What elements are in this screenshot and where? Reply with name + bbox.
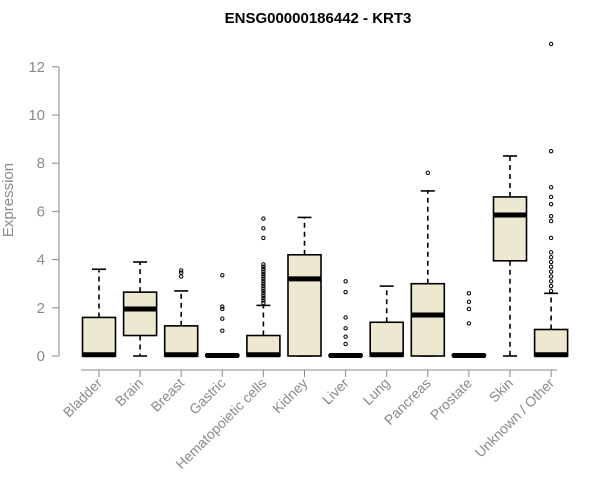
box-brain (122, 261, 158, 357)
y-tick-label: 10 (28, 107, 45, 124)
boxes-group (81, 41, 569, 359)
x-tick-label: Prostate (427, 375, 475, 423)
box-body (369, 321, 405, 357)
outlier-point (343, 334, 348, 339)
outlier-point (261, 264, 266, 270)
outlier-point (548, 250, 554, 255)
outlier-point (343, 315, 348, 320)
outlier-point (179, 268, 184, 273)
box-liver (328, 279, 363, 359)
y-tick-label: 0 (37, 348, 45, 365)
outlier-point (220, 304, 225, 309)
outlier-point (548, 41, 554, 47)
outlier-point (343, 289, 348, 295)
outlier-point (261, 283, 266, 289)
box-body (287, 253, 322, 357)
outlier-point (220, 316, 225, 321)
outlier-point (548, 194, 554, 200)
outlier-point (261, 298, 266, 303)
outlier-point (548, 218, 554, 224)
outlier-point (261, 274, 266, 279)
outlier-point (343, 326, 348, 331)
x-tick-label: Liver (319, 375, 352, 408)
outlier-point (220, 328, 225, 333)
box-body (163, 325, 199, 357)
outlier-point (261, 293, 266, 298)
x-tick-label: Bladder (60, 375, 106, 421)
outlier-point (343, 341, 348, 347)
outlier-point (261, 300, 266, 306)
outlier-point (261, 281, 266, 286)
outlier-point (548, 254, 554, 260)
x-tick-label: Breast (147, 375, 187, 415)
outlier-point (466, 291, 472, 296)
box-body (122, 291, 158, 337)
outlier-point (548, 185, 554, 190)
outlier-point (548, 201, 554, 207)
outlier-point (548, 269, 554, 274)
outlier-point (548, 148, 554, 154)
outlier-point (261, 286, 266, 291)
box-unknown-other (533, 41, 569, 358)
outlier-point (548, 283, 554, 289)
y-tick-label: 12 (28, 59, 45, 76)
x-tick-label: Brain (112, 375, 146, 409)
y-tick-label: 2 (37, 300, 45, 317)
box-breast (163, 268, 199, 358)
outlier-point (261, 295, 266, 301)
box-skin (492, 155, 528, 357)
x-tick-label: Kidney (269, 375, 311, 417)
x-tick-label: Skin (486, 375, 517, 406)
outlier-point (343, 279, 348, 284)
outlier-point (261, 279, 266, 284)
x-tick-label: Lung (359, 375, 392, 408)
outlier-point (548, 264, 554, 270)
box-lung (369, 285, 405, 358)
outlier-point (261, 216, 266, 221)
y-axis-label: Expression (0, 163, 17, 237)
y-axis-ticks: 0 2 4 6 8 10 12 (28, 59, 59, 365)
box-body (81, 316, 117, 357)
outlier-point (261, 269, 266, 274)
outlier-point (261, 271, 266, 277)
y-tick-label: 8 (37, 155, 45, 172)
box-prostate (451, 291, 487, 359)
outlier-point (261, 226, 266, 231)
outlier-point (220, 306, 225, 312)
outlier-point (261, 276, 266, 282)
outlier-point (548, 235, 554, 241)
outlier-point (261, 235, 266, 241)
box-body (410, 282, 446, 357)
box-body (492, 196, 528, 262)
y-tick-label: 6 (37, 203, 45, 220)
outlier-point (179, 274, 184, 279)
box-gastric (205, 273, 240, 359)
outlier-point (548, 214, 554, 219)
outlier-point (261, 288, 266, 294)
outlier-point (220, 273, 225, 278)
outlier-point (466, 321, 472, 326)
box-kidney (287, 216, 322, 357)
box-body (533, 328, 569, 357)
outlier-point (548, 259, 554, 265)
box-pancreas (410, 170, 446, 357)
outlier-point (261, 267, 266, 272)
outlier-point (548, 274, 554, 279)
outlier-point (261, 291, 266, 296)
outlier-point (466, 299, 472, 304)
box-hematopoietic-cells (246, 216, 281, 358)
outlier-point (425, 170, 430, 176)
outlier-point (261, 262, 266, 267)
outlier-point (548, 279, 554, 284)
outlier-point (548, 288, 554, 294)
chart-title: ENSG00000186442 - KRT3 (225, 10, 412, 27)
y-tick-label: 4 (37, 252, 45, 269)
outlier-point (466, 306, 472, 312)
box-bladder (81, 268, 117, 358)
outlier-point (179, 270, 184, 276)
